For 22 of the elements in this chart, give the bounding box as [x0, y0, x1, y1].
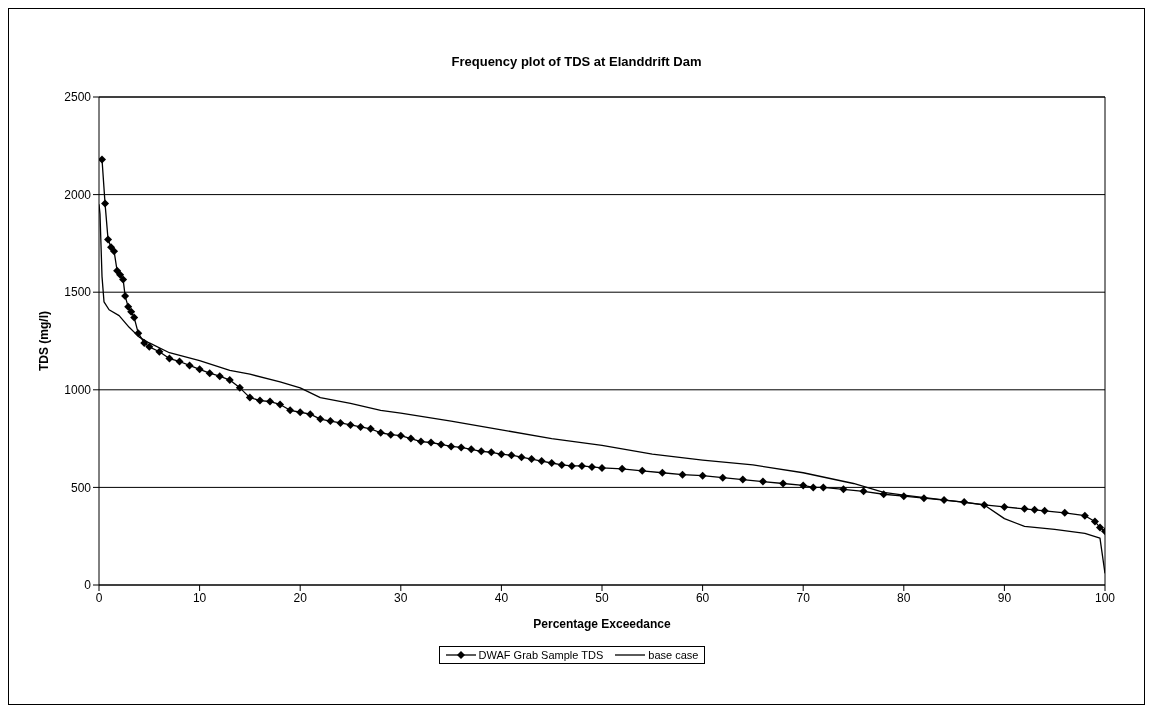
- chart-title: Frequency plot of TDS at Elanddrift Dam: [450, 53, 703, 69]
- x-tick-label: 100: [1094, 590, 1116, 605]
- x-axis-title: Percentage Exceedance: [533, 617, 672, 631]
- x-tick-label: 10: [192, 590, 207, 605]
- y-tick-label: 1000: [64, 383, 92, 398]
- x-tick-label: 30: [394, 590, 408, 605]
- x-tick-label: 80: [897, 590, 911, 605]
- y-axis-title: TDS (mg/l): [37, 311, 52, 371]
- x-tick-label: 70: [796, 590, 811, 605]
- y-tick-label: 500: [70, 480, 92, 495]
- legend-label: DWAF Grab Sample TDS: [477, 649, 604, 661]
- x-tick-label: 60: [695, 590, 710, 605]
- y-tick-label: 2500: [64, 90, 92, 105]
- x-tick-label: 20: [293, 590, 308, 605]
- x-tick-label: 50: [595, 590, 609, 605]
- x-tick-label: 90: [997, 590, 1012, 605]
- x-tick-label: 0: [95, 590, 103, 605]
- y-tick-label: 1500: [64, 285, 92, 300]
- x-tick-label: 40: [494, 590, 509, 605]
- y-tick-label: 2000: [64, 187, 92, 202]
- legend-label: base case: [647, 649, 699, 661]
- y-tick-label: 0: [84, 578, 92, 593]
